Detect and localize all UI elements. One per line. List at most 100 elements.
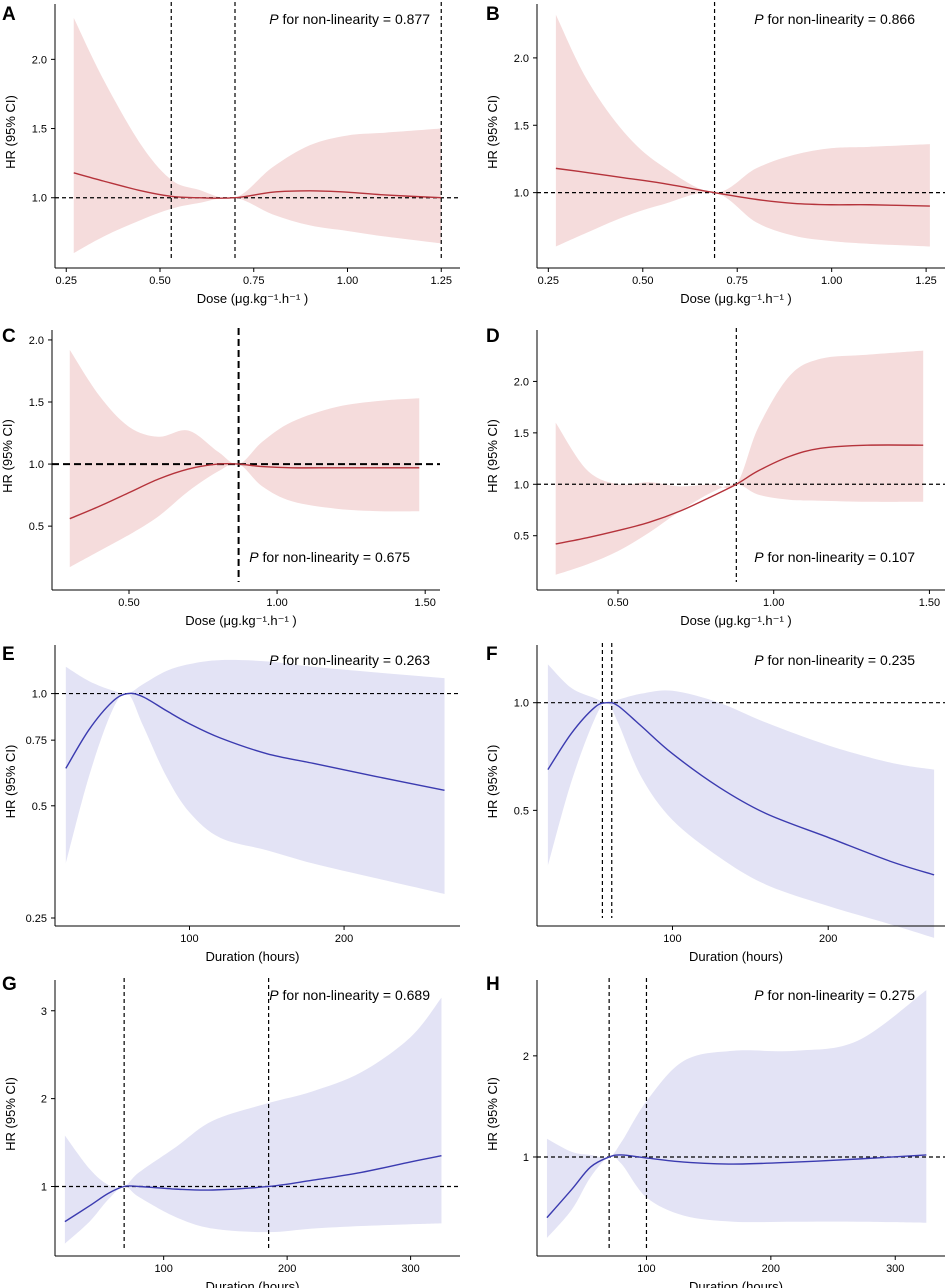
y-tick-label: 0.5: [514, 531, 529, 543]
y-tick-label: 0.75: [26, 735, 47, 747]
panel-letter: F: [486, 644, 498, 665]
y-tick-label: 1: [41, 1181, 47, 1193]
y-tick-label: 1.0: [514, 188, 529, 200]
x-tick-label: 100: [154, 1263, 172, 1275]
y-tick-label: 2.0: [514, 53, 529, 65]
confidence-band: [546, 990, 927, 1238]
x-tick-label: 0.50: [632, 275, 653, 287]
y-tick-label: 2.0: [514, 376, 529, 388]
x-tick-label: 300: [886, 1263, 904, 1275]
x-tick-label: 1.50: [414, 597, 435, 609]
p-nonlinearity-annotation: P for non-linearity = 0.689: [269, 987, 430, 1003]
p-symbol: P: [269, 11, 279, 27]
panel-e: 100 200 0.25 0.5 0.75 1.0 Duration (hours) HR (…: [2, 644, 460, 964]
x-tick-label: 0.50: [149, 275, 170, 287]
p-nonlinearity-annotation: P for non-linearity = 0.866: [754, 11, 915, 27]
x-tick-label: 1.00: [763, 597, 784, 609]
p-value-text: for non-linearity = 0.689: [279, 987, 431, 1003]
p-value-text: for non-linearity = 0.235: [764, 652, 916, 668]
p-nonlinearity-annotation: P for non-linearity = 0.107: [754, 549, 915, 565]
x-axis-title: Dose (μg.kg⁻¹.h⁻¹ ): [197, 291, 309, 306]
y-tick-label: 2.0: [32, 54, 47, 66]
p-nonlinearity-annotation: P for non-linearity = 0.675: [249, 549, 410, 565]
confidence-band: [69, 349, 420, 568]
confidence-band: [73, 17, 442, 254]
p-nonlinearity-annotation: P for non-linearity = 0.235: [754, 652, 915, 668]
x-tick-label: 1.00: [266, 597, 287, 609]
confidence-band: [65, 659, 445, 894]
x-tick-label: 100: [637, 1263, 655, 1275]
y-axis-title: HR (95% CI): [3, 95, 18, 169]
y-tick-label: 0.5: [32, 801, 47, 813]
p-symbol: P: [754, 11, 764, 27]
panel-d: 0.50 1.00 1.50 0.5 1.0 1.5 2.0 Dose (μg.kg⁻¹.h⁻…: [485, 326, 945, 628]
panel-h: 100 200 300 1 2 Duration (hours) HR (95% CI) H P…: [485, 974, 945, 1288]
panel-c: 0.50 1.00 1.50 0.5 1.0 1.5 2.0 Dose (μg.kg⁻¹.h⁻…: [0, 326, 440, 628]
panel-letter: H: [486, 974, 500, 995]
y-tick-label: 2.0: [29, 335, 44, 347]
p-nonlinearity-annotation: P for non-linearity = 0.263: [269, 652, 430, 668]
x-tick-label: 200: [819, 933, 837, 945]
y-tick-label: 1.5: [514, 120, 529, 132]
x-tick-label: 0.50: [607, 597, 628, 609]
x-tick-label: 1.00: [337, 275, 358, 287]
x-tick-label: 100: [663, 933, 681, 945]
y-tick-label: 1.5: [32, 124, 47, 136]
y-tick-label: 3: [41, 1006, 47, 1018]
hr-curve: [65, 692, 445, 792]
x-tick-label: 0.75: [243, 275, 264, 287]
y-tick-label: 0.5: [514, 805, 529, 817]
p-symbol: P: [754, 549, 764, 565]
panel-a: 0.25 0.50 0.75 1.00 1.25 1.0 1.5 2.0 Dose (μg.kg…: [2, 2, 460, 306]
y-tick-label: 1.0: [514, 479, 529, 491]
x-axis-title: Dose (μg.kg⁻¹.h⁻¹ ): [680, 291, 792, 306]
panel-b: 0.25 0.50 0.75 1.00 1.25 1.0 1.5 2.0 Dose (μg.kg…: [485, 2, 945, 306]
p-symbol: P: [269, 652, 279, 668]
panel-letter: D: [486, 326, 500, 347]
x-tick-label: 300: [401, 1263, 419, 1275]
y-axis-title: HR (95% CI): [485, 95, 500, 169]
x-tick-label: 1.25: [915, 275, 936, 287]
y-axis-title: HR (95% CI): [0, 419, 15, 493]
x-tick-label: 0.25: [56, 275, 77, 287]
hr-curve: [555, 444, 924, 545]
x-axis-title: Duration (hours): [206, 1279, 300, 1288]
x-axis-title: Dose (μg.kg⁻¹.h⁻¹ ): [185, 613, 297, 628]
y-tick-label: 1.0: [514, 698, 529, 710]
y-tick-label: 1.5: [514, 428, 529, 440]
x-tick-label: 0.75: [727, 275, 748, 287]
y-tick-label: 1.0: [29, 459, 44, 471]
p-value-text: for non-linearity = 0.275: [764, 987, 916, 1003]
p-symbol: P: [269, 987, 279, 1003]
x-tick-label: 0.25: [538, 275, 559, 287]
confidence-band: [555, 14, 930, 247]
p-nonlinearity-annotation: P for non-linearity = 0.275: [754, 987, 915, 1003]
x-tick-label: 1.50: [919, 597, 940, 609]
y-tick-label: 2: [523, 1051, 529, 1063]
x-tick-label: 200: [278, 1263, 296, 1275]
y-tick-label: 1.0: [32, 689, 47, 701]
panel-letter: C: [2, 326, 16, 347]
panel-f: 100 200 0.5 1.0 Duration (hours) HR (95% CI) F…: [485, 643, 945, 964]
y-axis-title: HR (95% CI): [485, 419, 500, 493]
p-nonlinearity-annotation: P for non-linearity = 0.877: [269, 11, 430, 27]
hr-curve: [547, 701, 935, 876]
p-value-text: for non-linearity = 0.877: [279, 11, 431, 27]
y-tick-label: 0.5: [29, 521, 44, 533]
x-tick-label: 200: [762, 1263, 780, 1275]
x-tick-label: 0.50: [118, 597, 139, 609]
y-tick-label: 1.0: [32, 193, 47, 205]
x-axis-title: Duration (hours): [206, 949, 300, 964]
x-axis-title: Duration (hours): [689, 949, 783, 964]
p-value-text: for non-linearity = 0.107: [764, 549, 916, 565]
x-axis-title: Duration (hours): [689, 1279, 783, 1288]
hr-curve: [546, 1154, 927, 1219]
y-tick-label: 0.25: [26, 913, 47, 925]
p-symbol: P: [754, 652, 764, 668]
confidence-band: [64, 997, 442, 1244]
x-tick-label: 200: [335, 933, 353, 945]
panel-letter: G: [2, 974, 17, 995]
y-axis-title: HR (95% CI): [485, 1077, 500, 1151]
panel-g: 100 200 300 1 2 3 Duration (hours) HR (95% CI) G…: [2, 974, 460, 1288]
